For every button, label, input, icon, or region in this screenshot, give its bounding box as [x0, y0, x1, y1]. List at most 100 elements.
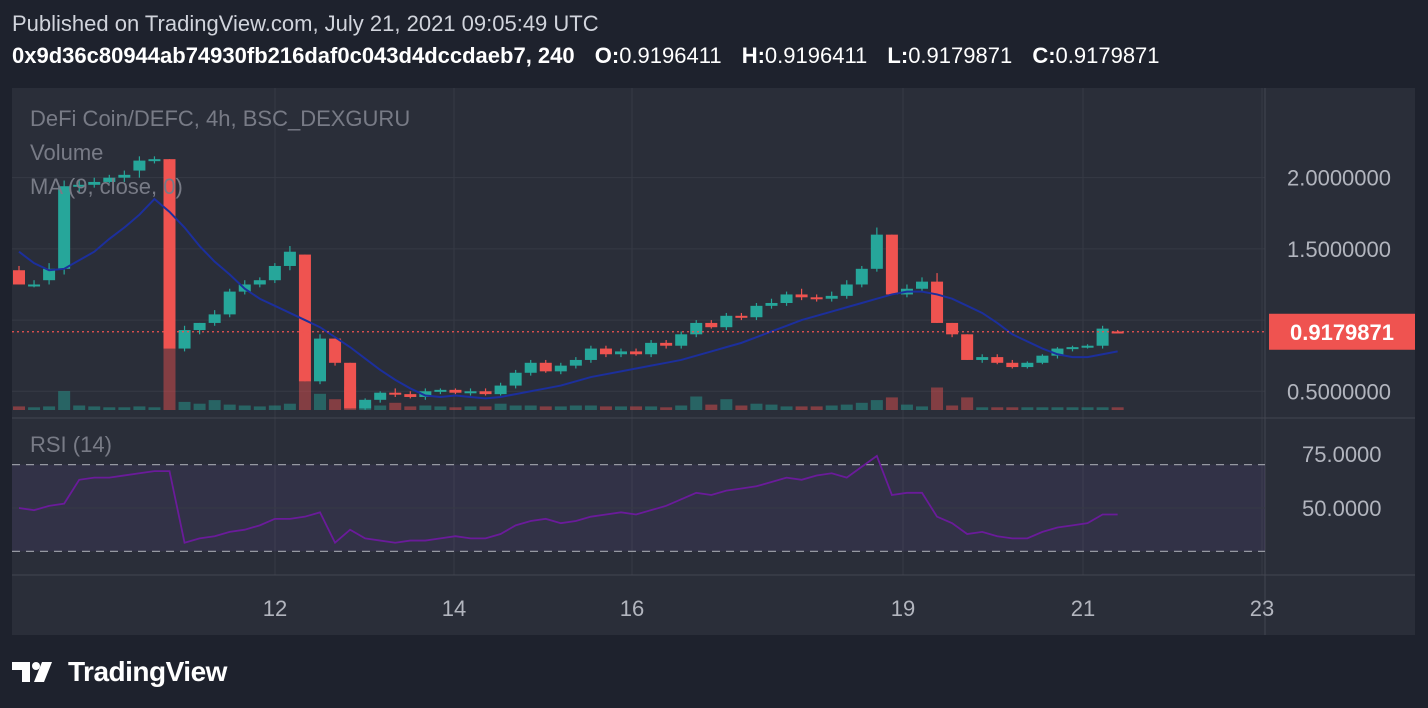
- candle-body: [13, 270, 25, 285]
- candle-body: [870, 234, 883, 269]
- candle-body: [855, 268, 868, 285]
- volume-bar: [314, 393, 326, 410]
- volume-bar: [434, 406, 447, 410]
- candle-body: [389, 392, 402, 395]
- date-tick-label: 12: [263, 596, 287, 621]
- volume-bar: [810, 406, 823, 410]
- candle-body: [404, 394, 417, 397]
- candle-body: [569, 359, 582, 366]
- candle-body: [268, 265, 281, 281]
- chart-svg[interactable]: 0.5000000 1.5000000 2.0000000 50.0000 75.000…: [12, 88, 1415, 635]
- candle-body: [615, 351, 627, 355]
- low-label: L:: [887, 43, 909, 68]
- candle-body: [178, 330, 191, 349]
- candle-body: [1006, 362, 1019, 368]
- candle-body: [991, 357, 1004, 363]
- rsi-line: [18, 454, 1118, 545]
- ohlc-line: 0x9d36c80944ab74930fb216daf0c043d4dccdae…: [12, 40, 1160, 72]
- volume-bar: [298, 377, 311, 410]
- volume-bar: [584, 405, 597, 410]
- volume-bar: [103, 407, 116, 410]
- tradingview-logo-icon: [12, 662, 52, 682]
- volume-bar: [283, 403, 296, 410]
- volume-bar: [449, 407, 462, 410]
- volume-legend: Volume: [30, 140, 104, 165]
- candle-body: [554, 365, 567, 372]
- open-label: O:: [594, 43, 620, 68]
- candle-body: [298, 254, 311, 382]
- volume-bar: [524, 405, 537, 410]
- volume-bar: [13, 406, 25, 410]
- candle-body: [223, 291, 236, 315]
- candle-body: [314, 338, 326, 382]
- volume-bar: [58, 391, 71, 410]
- volume-bar: [539, 406, 552, 410]
- volume-bar: [1111, 407, 1124, 410]
- candle-body: [1036, 355, 1049, 363]
- volume-bar: [885, 397, 898, 410]
- chart-panel[interactable]: 0.5000000 1.5000000 2.0000000 50.0000 75.000…: [12, 88, 1415, 635]
- candle-body: [449, 389, 462, 393]
- date-tick-label: 23: [1250, 596, 1274, 621]
- candle-body: [675, 334, 688, 346]
- high-label: H:: [741, 43, 765, 68]
- volume-bar: [554, 406, 567, 410]
- volume-bar: [615, 406, 627, 410]
- candle-body: [1066, 347, 1079, 350]
- volume-bar: [765, 404, 778, 410]
- high-value: 0.9196411: [764, 43, 868, 68]
- volume-bar: [208, 400, 221, 410]
- footer: TradingView: [12, 652, 227, 692]
- volume-bar: [1036, 407, 1049, 410]
- volume-bar: [780, 406, 793, 410]
- candle-body: [916, 281, 928, 289]
- candle-body: [946, 322, 959, 335]
- volume-bar: [991, 407, 1004, 410]
- candle-body: [735, 315, 748, 318]
- price-tick-label: 1.5000000: [1287, 237, 1391, 262]
- candle-body: [103, 177, 116, 182]
- candle-body: [163, 159, 176, 349]
- volume-bar: [931, 387, 944, 410]
- volume-bar: [795, 406, 808, 410]
- volume-bar: [750, 403, 763, 410]
- candle-body: [810, 297, 823, 300]
- candle-body: [584, 348, 597, 360]
- candle-body: [780, 294, 793, 303]
- candle-body: [208, 314, 221, 323]
- candle-body: [344, 362, 357, 409]
- candle-body: [1051, 348, 1064, 356]
- symbol-label: 0x9d36c80944ab74930fb216daf0c043d4dccdae…: [12, 43, 575, 68]
- candle-body: [705, 322, 718, 328]
- last-price-tag-label: 0.9179871: [1290, 320, 1394, 345]
- brand-name: TradingView: [68, 656, 227, 687]
- candle-body: [1021, 362, 1034, 368]
- candle-body: [283, 251, 296, 266]
- volume-bar: [870, 400, 883, 410]
- candle-body: [464, 391, 477, 394]
- candle-body: [434, 389, 447, 392]
- candle-body: [645, 342, 658, 355]
- candle-body: [690, 322, 703, 335]
- low-value: 0.9179871: [908, 43, 1013, 68]
- candle-body: [840, 284, 853, 296]
- ma-legend: MA (9, close, 0): [30, 174, 183, 199]
- candle-body: [1081, 345, 1094, 348]
- volume-bar: [720, 399, 733, 410]
- candle-body: [148, 159, 161, 162]
- volume-bar: [645, 406, 658, 410]
- date-tick-label: 19: [891, 596, 915, 621]
- candle-body: [419, 391, 432, 397]
- volume-bar: [900, 404, 913, 410]
- volume-bar: [223, 404, 236, 410]
- candle-body: [479, 391, 492, 395]
- volume-bar: [389, 402, 402, 410]
- candle-body: [88, 181, 101, 185]
- volume-bar: [675, 405, 688, 410]
- volume-bar: [630, 406, 643, 410]
- candle-body: [28, 284, 41, 287]
- date-tick-label: 14: [442, 596, 466, 621]
- candle-body: [825, 295, 838, 299]
- volume-bar: [509, 405, 522, 410]
- volume-bar: [419, 405, 432, 410]
